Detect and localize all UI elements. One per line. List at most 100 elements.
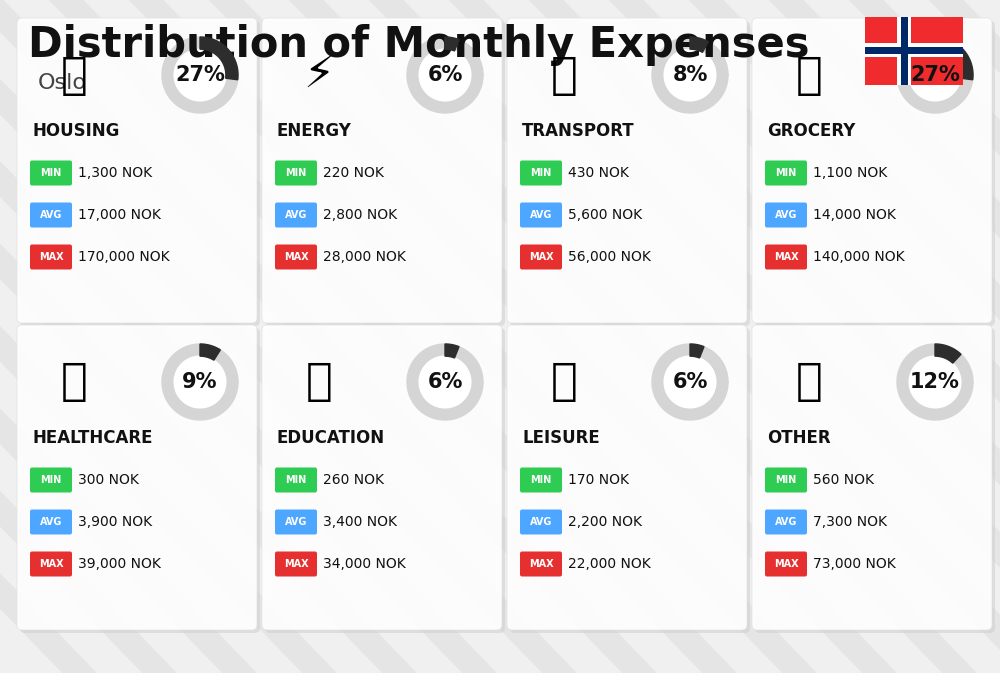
Text: 170 NOK: 170 NOK	[568, 473, 629, 487]
Text: 12%: 12%	[910, 372, 960, 392]
Polygon shape	[935, 344, 961, 363]
FancyBboxPatch shape	[30, 160, 72, 186]
FancyBboxPatch shape	[897, 17, 911, 85]
Polygon shape	[897, 37, 973, 113]
FancyBboxPatch shape	[275, 509, 317, 534]
Text: 🛍: 🛍	[551, 361, 577, 404]
FancyBboxPatch shape	[865, 17, 963, 85]
FancyBboxPatch shape	[20, 328, 260, 633]
Polygon shape	[909, 356, 961, 408]
Text: MAX: MAX	[284, 252, 308, 262]
FancyBboxPatch shape	[17, 325, 257, 630]
FancyBboxPatch shape	[507, 325, 747, 630]
Text: AVG: AVG	[285, 210, 307, 220]
Text: 220 NOK: 220 NOK	[323, 166, 384, 180]
FancyBboxPatch shape	[765, 509, 807, 534]
Text: AVG: AVG	[285, 517, 307, 527]
Text: 5,600 NOK: 5,600 NOK	[568, 208, 642, 222]
Text: 1,300 NOK: 1,300 NOK	[78, 166, 152, 180]
Text: 6%: 6%	[672, 372, 708, 392]
Text: 27%: 27%	[910, 65, 960, 85]
FancyBboxPatch shape	[262, 18, 502, 323]
FancyBboxPatch shape	[765, 160, 807, 186]
FancyBboxPatch shape	[520, 509, 562, 534]
FancyBboxPatch shape	[752, 18, 992, 323]
FancyBboxPatch shape	[17, 18, 257, 323]
Text: 430 NOK: 430 NOK	[568, 166, 629, 180]
Text: 💰: 💰	[796, 361, 822, 404]
Polygon shape	[664, 49, 716, 101]
FancyBboxPatch shape	[30, 551, 72, 577]
FancyBboxPatch shape	[30, 203, 72, 227]
Text: 300 NOK: 300 NOK	[78, 473, 139, 487]
Text: MIN: MIN	[285, 168, 307, 178]
FancyBboxPatch shape	[865, 43, 963, 57]
FancyBboxPatch shape	[765, 468, 807, 493]
Text: HOUSING: HOUSING	[32, 122, 119, 140]
Polygon shape	[200, 344, 220, 360]
FancyBboxPatch shape	[265, 328, 505, 633]
Text: 6%: 6%	[427, 372, 463, 392]
Polygon shape	[162, 344, 238, 420]
FancyBboxPatch shape	[30, 509, 72, 534]
Polygon shape	[445, 37, 459, 51]
Text: ENERGY: ENERGY	[277, 122, 352, 140]
Text: MIN: MIN	[530, 168, 552, 178]
Text: 3,400 NOK: 3,400 NOK	[323, 515, 397, 529]
Text: 14,000 NOK: 14,000 NOK	[813, 208, 896, 222]
Text: GROCERY: GROCERY	[767, 122, 855, 140]
Text: 3,900 NOK: 3,900 NOK	[78, 515, 152, 529]
Polygon shape	[935, 37, 973, 80]
Polygon shape	[690, 344, 704, 358]
FancyBboxPatch shape	[262, 325, 502, 630]
Text: AVG: AVG	[530, 210, 552, 220]
Text: 17,000 NOK: 17,000 NOK	[78, 208, 161, 222]
Text: TRANSPORT: TRANSPORT	[522, 122, 635, 140]
Polygon shape	[445, 344, 459, 358]
Polygon shape	[407, 37, 483, 113]
Text: 🎓: 🎓	[306, 361, 332, 404]
Polygon shape	[174, 356, 226, 408]
Text: AVG: AVG	[40, 210, 62, 220]
FancyBboxPatch shape	[755, 21, 995, 326]
FancyBboxPatch shape	[765, 551, 807, 577]
Polygon shape	[407, 344, 483, 420]
Text: 28,000 NOK: 28,000 NOK	[323, 250, 406, 264]
Text: 27%: 27%	[175, 65, 225, 85]
Text: 140,000 NOK: 140,000 NOK	[813, 250, 905, 264]
Text: 🛒: 🛒	[796, 53, 822, 96]
Text: MIN: MIN	[285, 475, 307, 485]
Polygon shape	[897, 344, 973, 420]
FancyBboxPatch shape	[20, 21, 260, 326]
Text: 1,100 NOK: 1,100 NOK	[813, 166, 887, 180]
Polygon shape	[419, 49, 471, 101]
Text: AVG: AVG	[40, 517, 62, 527]
Text: MAX: MAX	[774, 252, 798, 262]
Text: 8%: 8%	[672, 65, 708, 85]
Text: 2,800 NOK: 2,800 NOK	[323, 208, 397, 222]
FancyBboxPatch shape	[30, 468, 72, 493]
Text: AVG: AVG	[775, 517, 797, 527]
FancyBboxPatch shape	[865, 46, 963, 54]
FancyBboxPatch shape	[520, 551, 562, 577]
Text: 39,000 NOK: 39,000 NOK	[78, 557, 161, 571]
Text: MIN: MIN	[530, 475, 552, 485]
FancyBboxPatch shape	[275, 244, 317, 269]
FancyBboxPatch shape	[900, 17, 908, 85]
FancyBboxPatch shape	[275, 468, 317, 493]
Text: 22,000 NOK: 22,000 NOK	[568, 557, 651, 571]
Text: MIN: MIN	[775, 168, 797, 178]
Text: 34,000 NOK: 34,000 NOK	[323, 557, 406, 571]
Text: MAX: MAX	[284, 559, 308, 569]
FancyBboxPatch shape	[752, 325, 992, 630]
Text: AVG: AVG	[775, 210, 797, 220]
FancyBboxPatch shape	[520, 468, 562, 493]
Polygon shape	[200, 37, 238, 80]
Text: MAX: MAX	[39, 559, 63, 569]
FancyBboxPatch shape	[520, 203, 562, 227]
Text: Oslo: Oslo	[38, 73, 87, 93]
Text: 🚌: 🚌	[551, 53, 577, 96]
Text: MIN: MIN	[40, 475, 62, 485]
Text: 💓: 💓	[61, 361, 87, 404]
FancyBboxPatch shape	[510, 21, 750, 326]
